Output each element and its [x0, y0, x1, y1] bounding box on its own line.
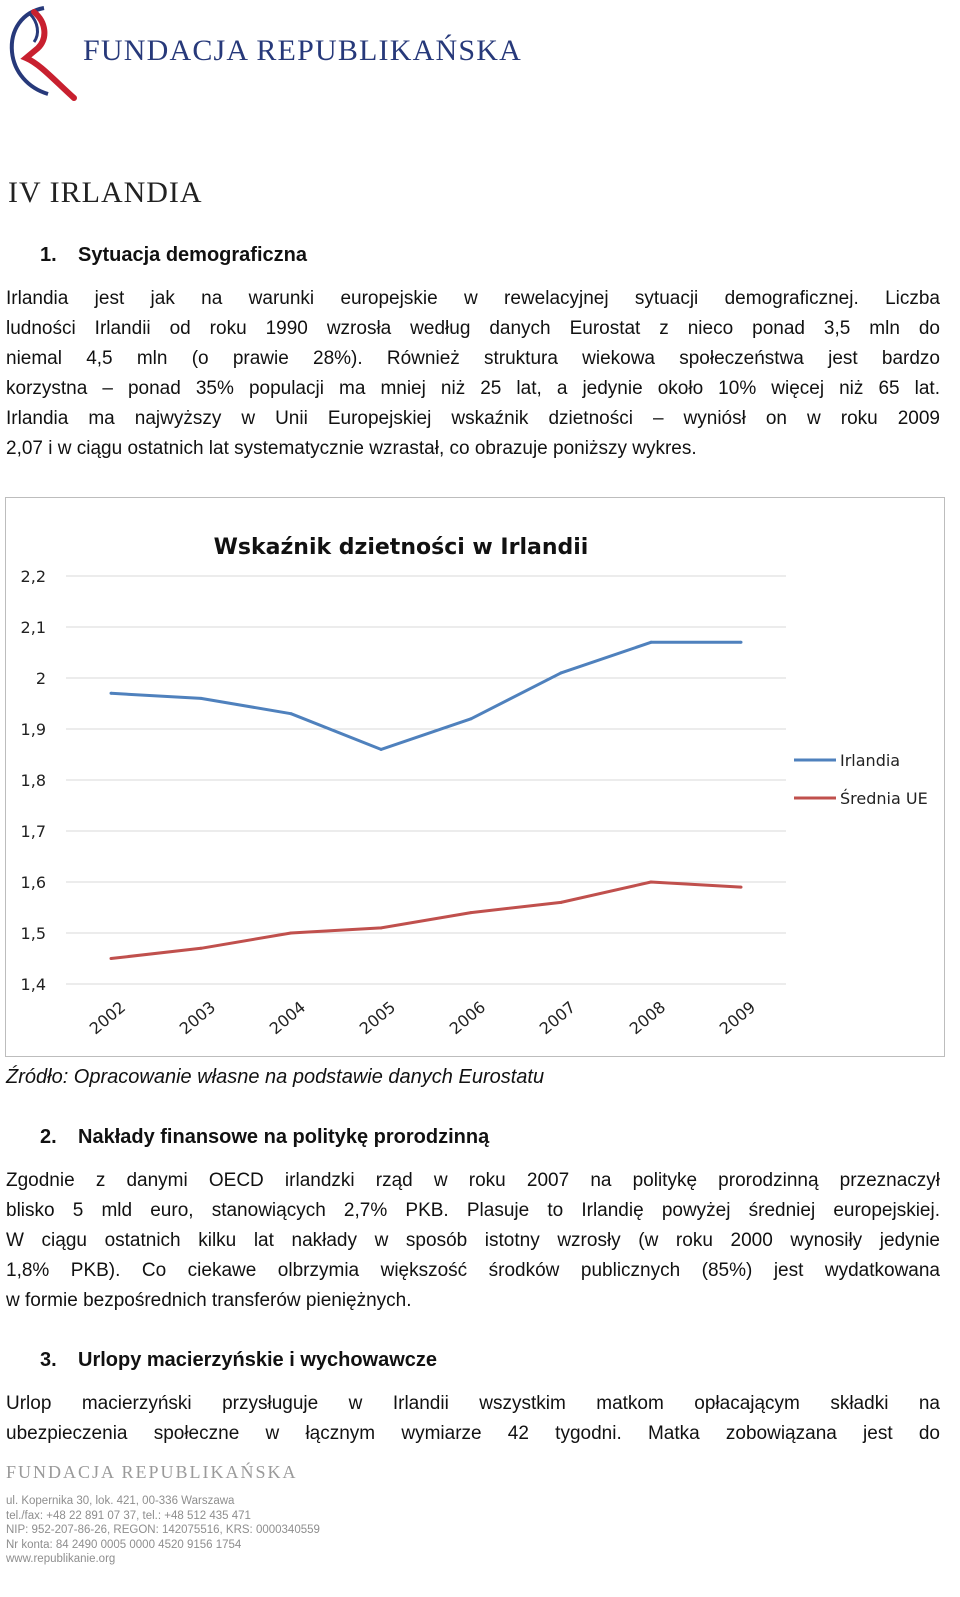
x-tick-label: 2002: [86, 997, 129, 1038]
data-point: [199, 696, 203, 700]
footer-phone: tel./fax: +48 22 891 07 37, tel.: +48 51…: [6, 1509, 251, 1522]
data-point: [739, 640, 743, 644]
source-note: Źródło: Opracowanie własne na podstawie …: [6, 1066, 545, 1088]
legend-label: Irlandia: [840, 751, 900, 770]
data-point: [559, 900, 563, 904]
x-tick-label: 2007: [536, 997, 579, 1038]
paragraph-line: Urlop macierzyński przysługuje w Irlandi…: [6, 1393, 940, 1414]
data-point: [379, 926, 383, 930]
section-1-paragraph: Irlandia jest jak na warunki europejskie…: [6, 284, 940, 464]
paragraph-line: Irlandia ma najwyższy w Unii Europejskie…: [6, 408, 940, 429]
x-tick-label: 2004: [266, 997, 309, 1038]
data-point: [649, 640, 653, 644]
y-tick-label: 1,4: [21, 975, 46, 994]
y-tick-label: 1,8: [21, 771, 46, 790]
fertility-chart: Wskaźnik dzietności w Irlandii 1,4 1,5 1,6 1…: [5, 497, 945, 1057]
data-point: [109, 691, 113, 695]
x-tick-label: 2006: [446, 997, 489, 1038]
legend-label: Średnia UE: [840, 789, 928, 808]
y-tick-label: 1,6: [21, 873, 46, 892]
paragraph-line: niemal 4,5 mln (o prawie 28%). Również s…: [6, 348, 940, 369]
data-point: [469, 911, 473, 915]
section-number: 3.: [40, 1349, 57, 1371]
x-tick-label: 2009: [716, 997, 759, 1038]
series-line-irlandia: [110, 640, 741, 751]
footer-registry: NIP: 952-207-86-26, REGON: 142075516, KR…: [6, 1524, 320, 1536]
data-point: [289, 712, 293, 716]
footer-address: ul. Kopernika 30, lok. 421, 00-336 Warsz…: [6, 1495, 235, 1507]
data-point: [649, 880, 653, 884]
data-point: [379, 747, 383, 751]
paragraph-line: ludności Irlandii od roku 1990 wzrosła w…: [6, 318, 940, 339]
y-tick-label: 2: [36, 669, 46, 688]
section-heading-2: 2. Nakłady finansowe na politykę prorodzi…: [40, 1126, 489, 1149]
paragraph-line: Irlandia jest jak na warunki europejskie…: [6, 288, 940, 309]
section-3-paragraph: Urlop macierzyński przysługuje w Irlandi…: [6, 1389, 940, 1449]
data-point: [289, 931, 293, 935]
footer-bank-account: Nr konta: 84 2490 0005 0000 4520 9156 17…: [6, 1538, 242, 1551]
paragraph-line: ubezpieczenia społeczne w łącznym wymiar…: [6, 1423, 940, 1444]
x-tick-label: 2003: [176, 997, 219, 1038]
y-tick-label: 1,7: [21, 822, 46, 841]
paragraph-line: blisko 5 mld euro, stanowiących 2,7% PKB…: [6, 1200, 940, 1221]
footer-brand: FUNDACJA REPUBLIKAŃSKA: [6, 1462, 298, 1482]
y-tick-label: 1,5: [21, 924, 46, 943]
paragraph-line: korzystna – ponad 35% populacji ma mniej…: [6, 378, 940, 399]
paragraph-line: 1,8% PKB). Co ciekawe olbrzymia większoś…: [6, 1260, 940, 1281]
section-title: Urlopy macierzyńskie i wychowawcze: [78, 1349, 438, 1371]
header-logo: FUNDACJA REPUBLIKAŃSKA: [0, 0, 960, 110]
chapter-title: IV IRLANDIA: [8, 176, 203, 209]
x-tick-label: 2005: [356, 997, 399, 1038]
section-number: 2.: [40, 1126, 57, 1148]
paragraph-line: W ciągu ostatnich kilku lat nakłady w sp…: [6, 1230, 940, 1251]
section-heading-1: 1. Sytuacja demograficzna: [40, 244, 307, 267]
y-tick-label: 2,2: [21, 567, 46, 586]
paragraph-line: w formie bezpośrednich transferów pienię…: [6, 1290, 412, 1311]
section-number: 1.: [40, 244, 57, 266]
footer-website-link[interactable]: www.republikanie.org: [6, 1553, 116, 1565]
section-title: Nakłady finansowe na politykę prorodzinn…: [78, 1126, 490, 1148]
x-tick-label: 2008: [626, 997, 669, 1038]
paragraph-line: 2,07 i w ciągu ostatnich lat systematycz…: [6, 438, 697, 459]
data-point: [559, 671, 563, 675]
logo-text: FUNDACJA REPUBLIKAŃSKA: [83, 34, 522, 67]
chart-title: Wskaźnik dzietności w Irlandii: [214, 535, 589, 560]
republican-logo-icon: [9, 6, 77, 101]
section-heading-3: 3. Urlopy macierzyńskie i wychowawcze: [40, 1349, 437, 1372]
section-2-paragraph: Zgodnie z danymi OECD irlandzki rząd w r…: [6, 1166, 940, 1316]
data-point: [739, 885, 743, 889]
chart-canvas: Wskaźnik dzietności w Irlandii 1,4 1,5 1,6 1…: [21, 535, 928, 1038]
data-point: [469, 717, 473, 721]
section-title: Sytuacja demograficzna: [78, 244, 307, 266]
footer-contact: ul. Kopernika 30, lok. 421, 00-336 Warsz…: [6, 1494, 320, 1567]
paragraph-line: Zgodnie z danymi OECD irlandzki rząd w r…: [6, 1170, 940, 1191]
series-line-srednia-ue: [110, 880, 742, 960]
y-tick-label: 1,9: [21, 720, 46, 739]
y-tick-label: 2,1: [21, 618, 46, 637]
data-point: [199, 946, 203, 950]
data-point: [109, 957, 113, 960]
